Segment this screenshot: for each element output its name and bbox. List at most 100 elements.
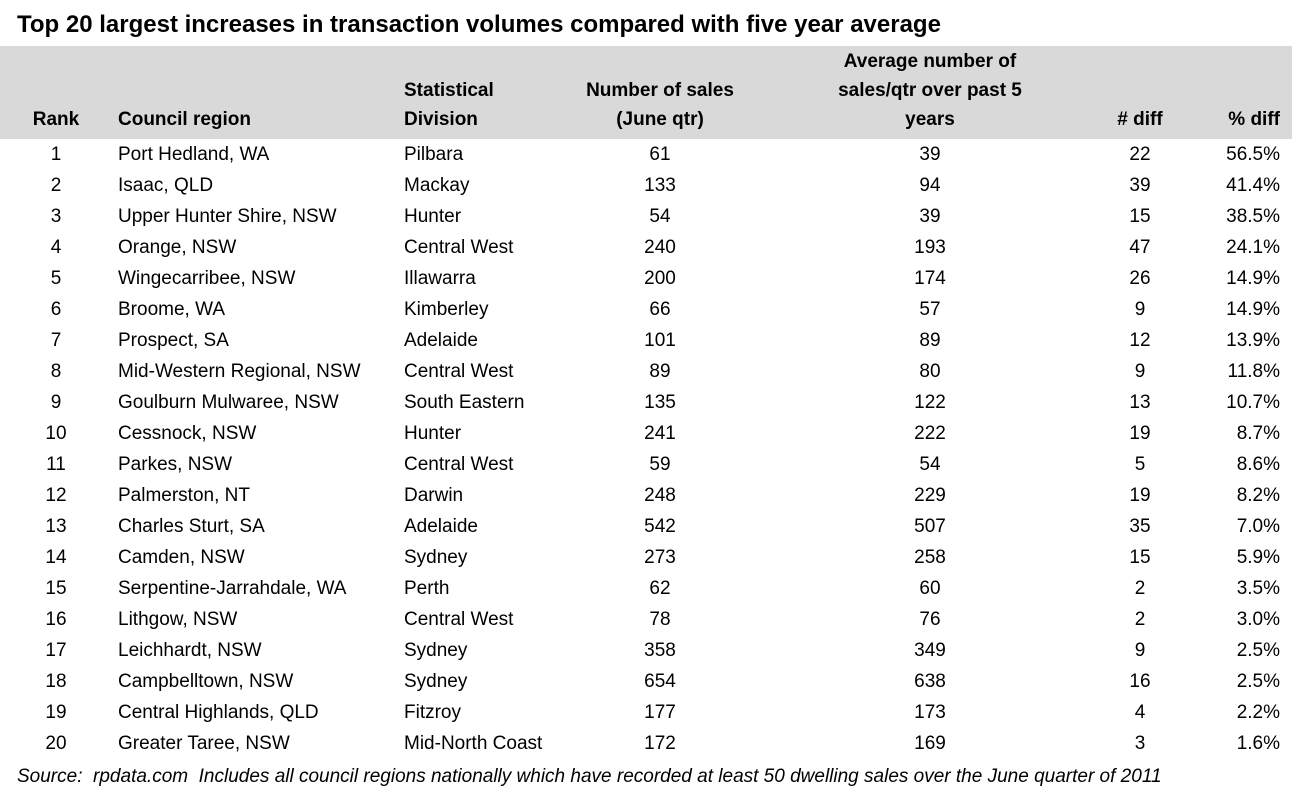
cell-pct-diff: 14.9% <box>1226 268 1280 289</box>
cell-rank: 10 <box>45 423 67 444</box>
cell-rank: 17 <box>45 640 67 661</box>
cell-statistical-division: Hunter <box>404 206 462 227</box>
cell-rank: 18 <box>45 671 67 692</box>
col-header-avg-line3: years <box>905 109 955 130</box>
cell-sales-june-qtr: 240 <box>644 237 676 258</box>
cell-council-region: Campbelltown, NSW <box>118 671 294 692</box>
col-header-council-label: Council region <box>118 109 251 130</box>
table-row: 13 Charles Sturt, SA Adelaide 542 507 35 7.0% <box>0 511 1292 542</box>
cell-sales-june-qtr: 248 <box>644 485 676 506</box>
table-header: Rank Council region Statistical Division… <box>0 46 1292 139</box>
cell-pct-diff: 2.5% <box>1236 640 1280 661</box>
cell-rank: 8 <box>50 361 62 382</box>
cell-rank: 6 <box>50 299 62 320</box>
cell-rank: 9 <box>50 392 62 413</box>
cell-sales-june-qtr: 59 <box>649 454 671 475</box>
cell-rank: 14 <box>45 547 67 568</box>
table-row: 10 Cessnock, NSW Hunter 241 222 19 8.7% <box>0 418 1292 449</box>
cell-num-diff: 4 <box>1134 702 1146 723</box>
header-row: Rank Council region Statistical Division… <box>0 46 1292 139</box>
cell-statistical-division: Central West <box>404 361 514 382</box>
cell-council-region: Greater Taree, NSW <box>118 733 290 754</box>
table-row: 14 Camden, NSW Sydney 273 258 15 5.9% <box>0 542 1292 573</box>
table-row: 6 Broome, WA Kimberley 66 57 9 14.9% <box>0 294 1292 325</box>
transactions-table: Rank Council region Statistical Division… <box>0 46 1292 759</box>
cell-statistical-division: South Eastern <box>404 392 525 413</box>
cell-sales-june-qtr: 172 <box>644 733 676 754</box>
cell-pct-diff: 2.2% <box>1236 702 1280 723</box>
cell-rank: 11 <box>46 454 66 475</box>
cell-pct-diff: 3.5% <box>1236 578 1280 599</box>
table-row: 17 Leichhardt, NSW Sydney 358 349 9 2.5% <box>0 635 1292 666</box>
cell-rank: 15 <box>45 578 67 599</box>
cell-avg-sales: 76 <box>919 609 941 630</box>
cell-statistical-division: Kimberley <box>404 299 489 320</box>
cell-statistical-division: Sydney <box>404 547 468 568</box>
cell-avg-sales: 57 <box>919 299 941 320</box>
cell-statistical-division: Central West <box>404 609 514 630</box>
cell-council-region: Prospect, SA <box>118 330 229 351</box>
cell-statistical-division: Hunter <box>404 423 462 444</box>
cell-rank: 20 <box>45 733 67 754</box>
cell-statistical-division: Sydney <box>404 640 468 661</box>
cell-statistical-division: Darwin <box>404 485 464 506</box>
cell-council-region: Camden, NSW <box>118 547 245 568</box>
cell-pct-diff: 3.0% <box>1236 609 1280 630</box>
cell-council-region: Broome, WA <box>118 299 225 320</box>
cell-avg-sales: 229 <box>914 485 946 506</box>
col-header-num-diff-label: # diff <box>1117 109 1163 130</box>
col-header-average-sales: Average number of sales/qtr over past 5 … <box>760 46 1100 139</box>
cell-statistical-division: Mackay <box>404 175 470 196</box>
cell-council-region: Wingecarribee, NSW <box>118 268 296 289</box>
cell-rank: 5 <box>50 268 62 289</box>
col-header-rank: Rank <box>0 46 112 139</box>
cell-avg-sales: 122 <box>914 392 946 413</box>
cell-sales-june-qtr: 542 <box>644 516 676 537</box>
cell-num-diff: 15 <box>1129 547 1151 568</box>
cell-avg-sales: 173 <box>914 702 946 723</box>
cell-num-diff: 22 <box>1129 144 1151 165</box>
cell-pct-diff: 13.9% <box>1226 330 1280 351</box>
table-row: 5 Wingecarribee, NSW Illawarra 200 174 26 14.9… <box>0 263 1292 294</box>
cell-sales-june-qtr: 177 <box>644 702 676 723</box>
table-row: 18 Campbelltown, NSW Sydney 654 638 16 2.5% <box>0 666 1292 697</box>
cell-avg-sales: 89 <box>919 330 941 351</box>
cell-num-diff: 47 <box>1129 237 1151 258</box>
page-title: Top 20 largest increases in transaction … <box>17 11 941 38</box>
table-row: 16 Lithgow, NSW Central West 78 76 2 3.0% <box>0 604 1292 635</box>
cell-sales-june-qtr: 66 <box>649 299 671 320</box>
cell-council-region: Serpentine-Jarrahdale, WA <box>118 578 347 599</box>
table-row: 2 Isaac, QLD Mackay 133 94 39 41.4% <box>0 170 1292 201</box>
cell-council-region: Lithgow, NSW <box>118 609 238 630</box>
table-row: 4 Orange, NSW Central West 240 193 47 24.1% <box>0 232 1292 263</box>
table-row: 9 Goulburn Mulwaree, NSW South Eastern 135 1… <box>0 387 1292 418</box>
cell-statistical-division: Perth <box>404 578 450 599</box>
cell-num-diff: 9 <box>1134 361 1146 382</box>
col-header-num-diff: # diff <box>1100 46 1180 139</box>
cell-avg-sales: 349 <box>914 640 946 661</box>
cell-statistical-division: Adelaide <box>404 330 478 351</box>
cell-statistical-division: Fitzroy <box>404 702 461 723</box>
cell-pct-diff: 8.7% <box>1236 423 1280 444</box>
cell-sales-june-qtr: 241 <box>644 423 676 444</box>
cell-council-region: Mid-Western Regional, NSW <box>118 361 361 382</box>
cell-num-diff: 35 <box>1129 516 1151 537</box>
cell-sales-june-qtr: 133 <box>644 175 676 196</box>
cell-pct-diff: 8.2% <box>1236 485 1280 506</box>
col-header-sales-line2: (June qtr) <box>616 109 704 130</box>
table-row: 1 Port Hedland, WA Pilbara 61 39 22 56.5% <box>0 139 1292 170</box>
cell-pct-diff: 8.6% <box>1236 454 1280 475</box>
cell-rank: 12 <box>45 485 67 506</box>
table-row: 15 Serpentine-Jarrahdale, WA Perth 62 60 2 3.5… <box>0 573 1292 604</box>
cell-council-region: Goulburn Mulwaree, NSW <box>118 392 339 413</box>
cell-avg-sales: 80 <box>919 361 941 382</box>
col-header-statistical-division: Statistical Division <box>392 46 560 139</box>
cell-num-diff: 12 <box>1129 330 1151 351</box>
table-row: 12 Palmerston, NT Darwin 248 229 19 8.2% <box>0 480 1292 511</box>
cell-council-region: Cessnock, NSW <box>118 423 257 444</box>
col-header-sales-line1: Number of sales <box>586 80 734 101</box>
table-row: 8 Mid-Western Regional, NSW Central West 89… <box>0 356 1292 387</box>
cell-num-diff: 16 <box>1129 671 1151 692</box>
cell-avg-sales: 193 <box>914 237 946 258</box>
col-header-avg-line2: sales/qtr over past 5 <box>838 80 1022 101</box>
